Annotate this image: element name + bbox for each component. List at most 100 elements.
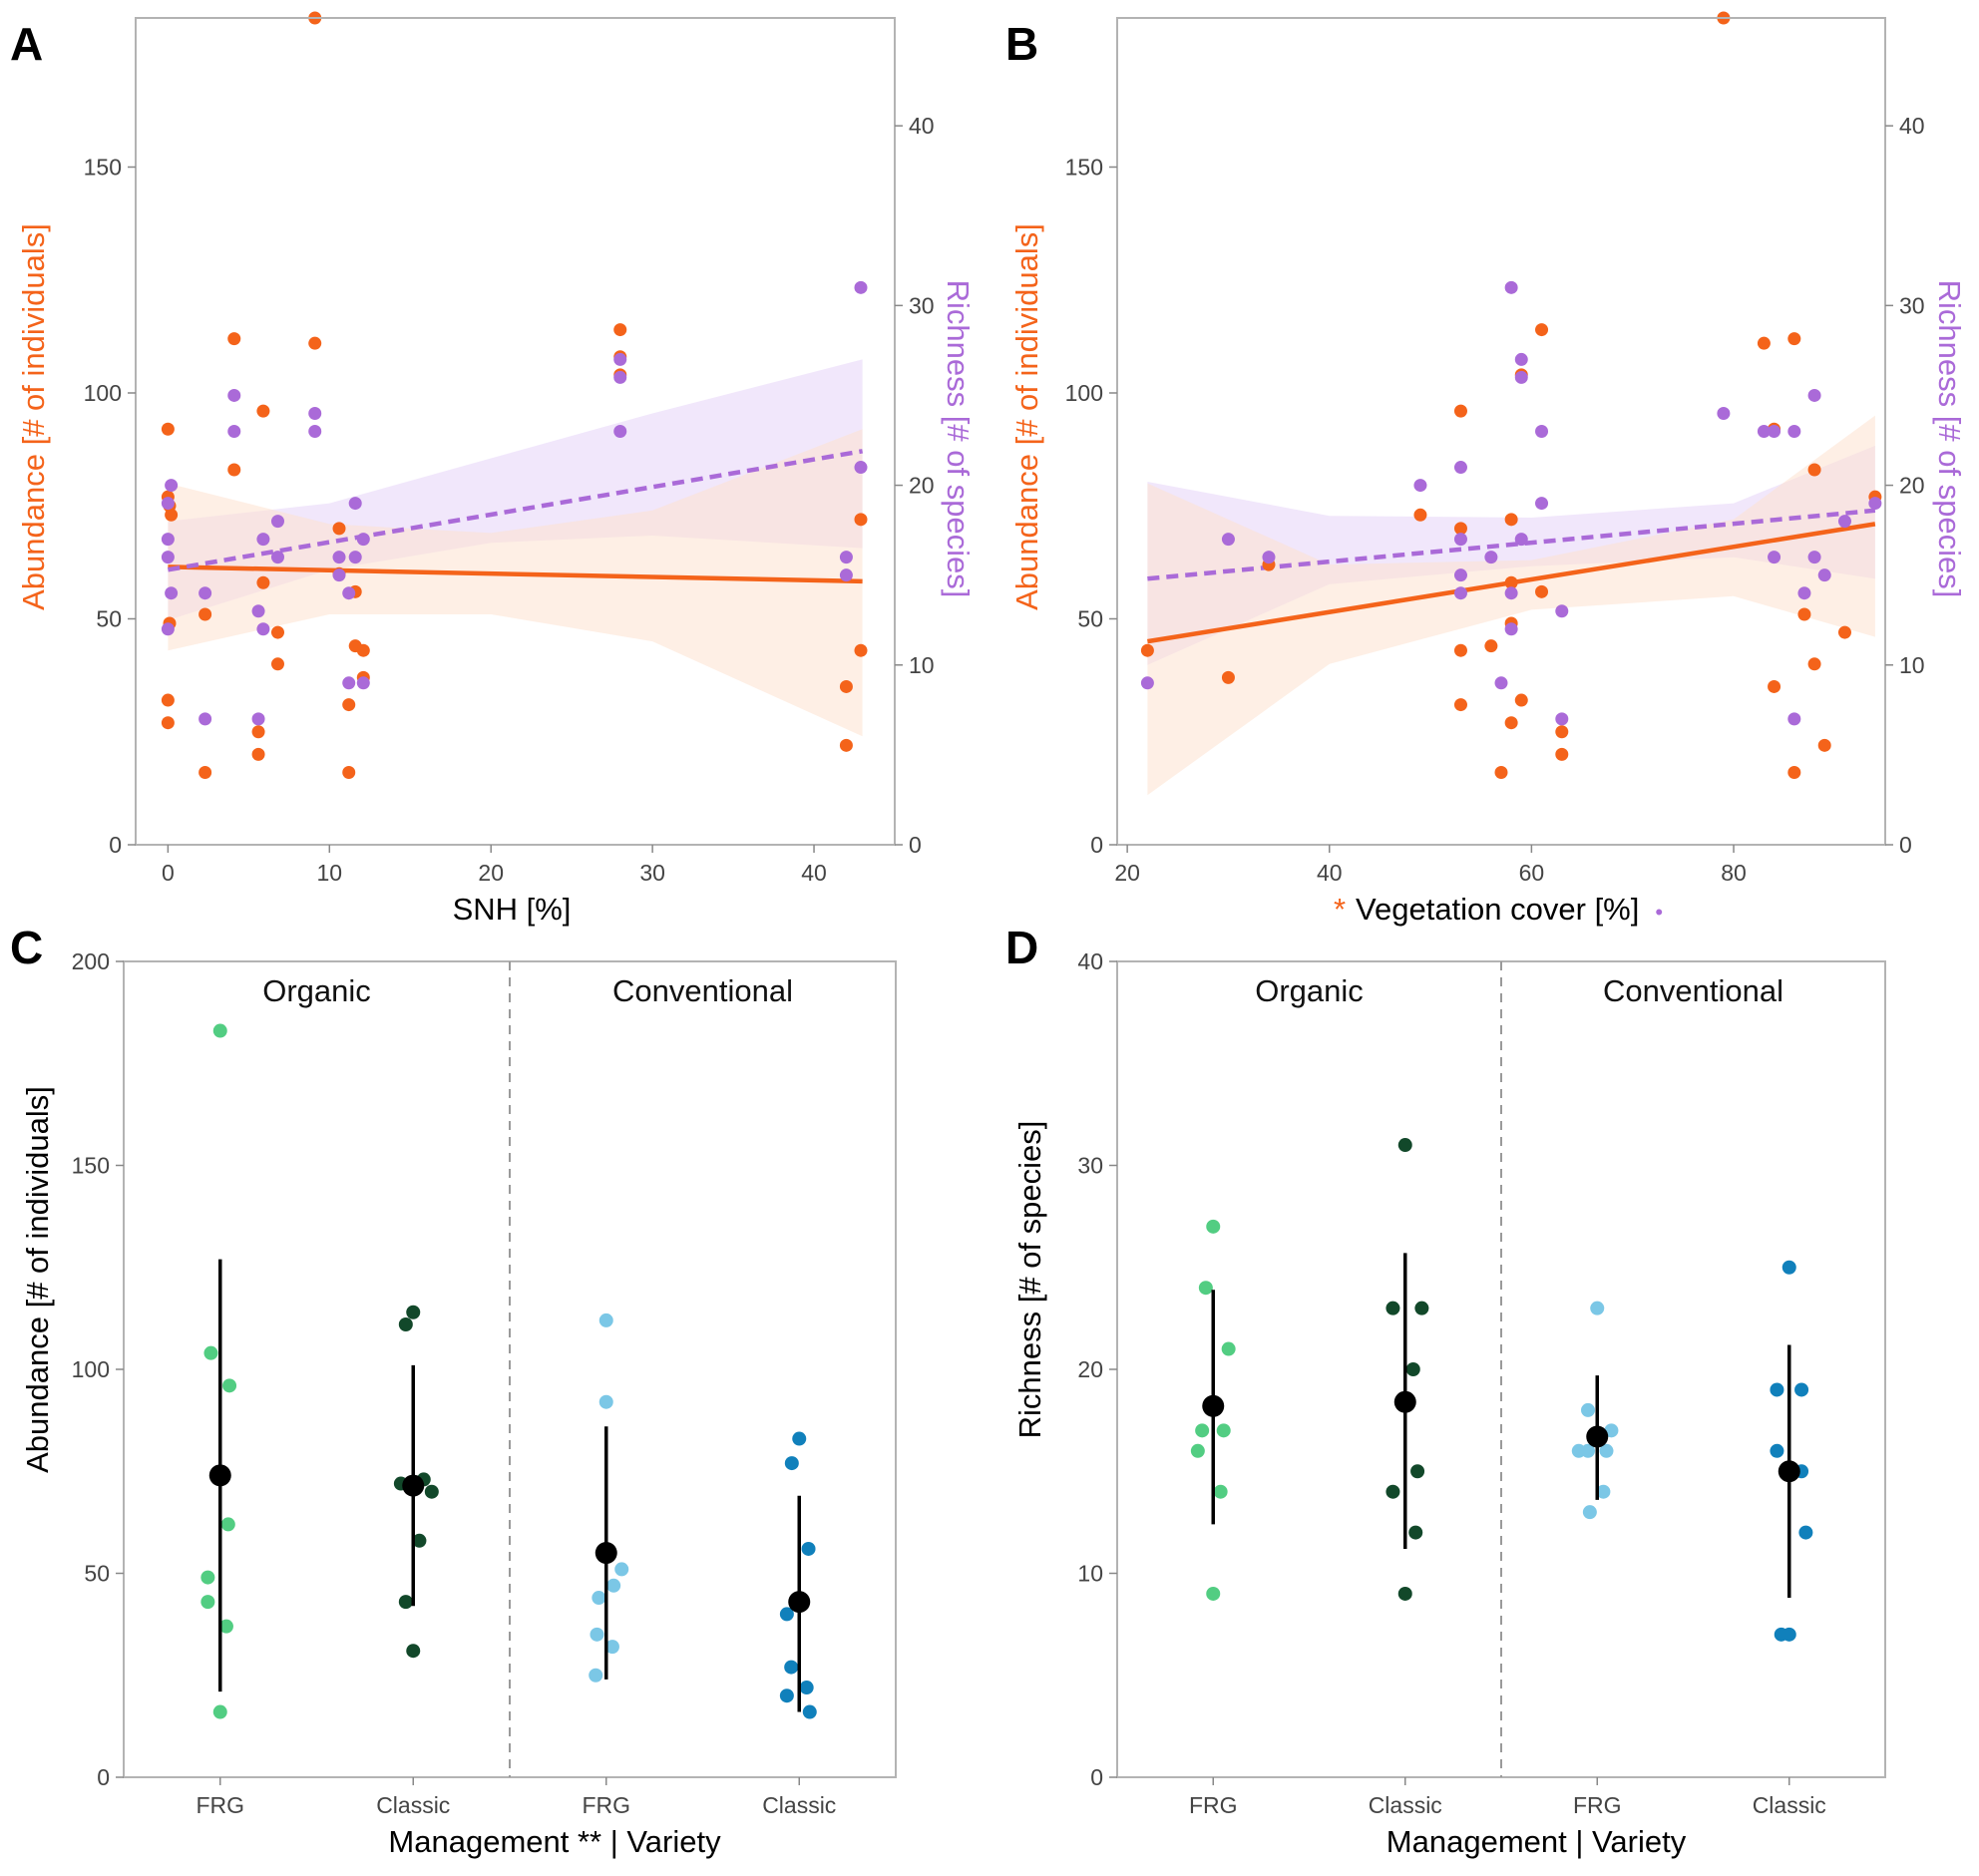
panel-b-richness-point [1868,497,1882,511]
panel-a-y-right-tick-label: 40 [909,113,935,139]
panel-a-richness-point [308,425,322,438]
panel-c-x-label: Management ** | Variety [388,1824,721,1859]
panel-a-y-left-tick-label: 0 [109,832,122,858]
panel-a-abundance-point [839,679,853,693]
panel-d-data-point [1794,1382,1809,1397]
panel-a-richness-point [165,479,179,493]
panel-a-richness-point [348,551,362,564]
panel-b-y-right-tick-label: 30 [1899,292,1925,318]
panel-b-x-label-dot: • [1655,900,1663,925]
panel-c-data-point [398,1595,413,1610]
panel-c-data-point [406,1305,421,1319]
panel-b-richness-point [1453,461,1467,475]
panel-a-y-left-label: Abundance [# of individuals] [16,223,51,610]
panel-c-facet-label: Organic [262,973,371,1008]
panel-b-richness-ci-band [1147,445,1875,665]
panel-b-richness-point [1768,425,1781,438]
panel-b-y-left-label: Abundance [# of individuals] [1009,223,1044,610]
panel-c-data-point [799,1681,814,1695]
panel-d-x-tick-label: FRG [1573,1792,1622,1818]
panel-d-data-point [1206,1219,1221,1234]
panel-c-data-point [779,1688,794,1703]
panel-b-richness-point [1484,551,1498,564]
panel-b-richness-point [1262,551,1276,564]
panel-b-abundance-point [1837,625,1851,639]
panel-d-x-tick-label: FRG [1189,1792,1238,1818]
panel-d-data-point [1414,1301,1429,1315]
panel-b-y-right-tick-label: 40 [1899,113,1925,139]
panel-d-x-tick-label: Classic [1369,1792,1442,1818]
panel-b-abundance-point [1413,508,1427,522]
panel-b-richness-point [1555,604,1569,618]
panel-a-abundance-point [854,513,868,527]
panel-c-y-tick-label: 150 [72,1153,110,1179]
panel-a-confidence-bands [168,359,863,737]
panel-b-abundance-point [1504,513,1518,527]
panel-d-data-point [1405,1362,1420,1376]
panel-c-data-point [598,1313,613,1327]
panel-b-abundance-point [1535,323,1549,337]
panel-c-x-tick-label: FRG [582,1792,630,1818]
panel-c-data-point [589,1668,603,1683]
panel-b-abundance-point [1453,698,1467,712]
panel-d-data-point [1385,1301,1400,1315]
panel-c-points [200,1023,817,1719]
panel-a-richness-point [854,280,868,294]
panel-c-data-point [406,1644,421,1659]
panel-a-abundance-point [270,625,284,639]
panel-a-y-right-tick-label: 10 [909,652,935,678]
panel-d-data-point [1213,1484,1228,1499]
panel-d-data-point [1581,1443,1596,1458]
panel-label-c: C [10,922,43,973]
panel-c-data-point [220,1517,235,1532]
panel-a-abundance-point [227,463,241,477]
panel-b-richness-point [1807,388,1821,402]
panel-c-data-point [200,1595,215,1610]
panel-d-data-point [1385,1484,1400,1499]
panel-c-data-point [424,1484,439,1499]
panel-a-richness-point [161,551,175,564]
panel-b-richness-point [1817,568,1831,582]
panel-a-y-right-tick-label: 20 [909,473,935,499]
panel-a-abundance-point [198,766,212,780]
panel-b-abundance-point [1453,404,1467,418]
panel-b-richness-point [1555,712,1569,726]
panel-a-abundance-point [251,747,265,761]
panel-c-y-tick-label: 200 [72,948,110,974]
panel-c-data-point [200,1570,215,1585]
panel-d-data-point [1397,1138,1412,1153]
panel-b-richness-point [1140,676,1154,690]
panel-c-y-tick-label: 100 [72,1356,110,1382]
panel-b-y-left-tick-label: 0 [1090,832,1103,858]
panel-a-richness-point [256,533,270,547]
panel-d-y-tick-label: 10 [1077,1561,1103,1587]
panel-d-data-point [1408,1525,1423,1540]
panel-d-data-point [1581,1402,1596,1417]
panel-d-strip-plot: FRG Classic FRG Classic Organic Conventional 0… [1012,948,1886,1859]
panel-b-abundance-point [1535,584,1549,598]
panel-a-richness-point [613,352,627,366]
panel-d-data-point [1410,1464,1425,1479]
panel-b-richness-point [1514,352,1528,366]
panel-d-x-label: Management | Variety [1386,1824,1687,1859]
panel-a-y-left-tick-label: 50 [96,605,122,631]
panel-d-y-tick-label: 20 [1077,1356,1103,1382]
panel-c-means [208,1259,811,1712]
panel-a-abundance-point [198,607,212,621]
panel-b-abundance-ci-band [1147,415,1875,796]
panel-d-means [1202,1253,1800,1599]
panel-a-abundance-point [256,404,270,418]
panel-a-x-tick-label: 20 [478,860,504,886]
panel-a-abundance-point [161,422,175,436]
panel-c-strip-plot: FRG Classic FRG Classic Organic Conventional 0… [20,948,897,1859]
panel-d-data-point [1781,1627,1796,1642]
panel-b-scatter: 20 40 60 80 0 50 100 150 0 10 20 30 40 * Vegetation c… [1009,11,1967,927]
panel-a-fit-lines [168,449,863,584]
panel-d-mean-point [1393,1390,1416,1413]
panel-label-a: A [10,18,43,70]
panel-c-data-point [203,1345,218,1360]
panel-a-richness-point [270,515,284,529]
panel-a-richness-point [270,551,284,564]
panel-d-data-point [1198,1281,1213,1296]
panel-b-richness-point [1787,425,1801,438]
